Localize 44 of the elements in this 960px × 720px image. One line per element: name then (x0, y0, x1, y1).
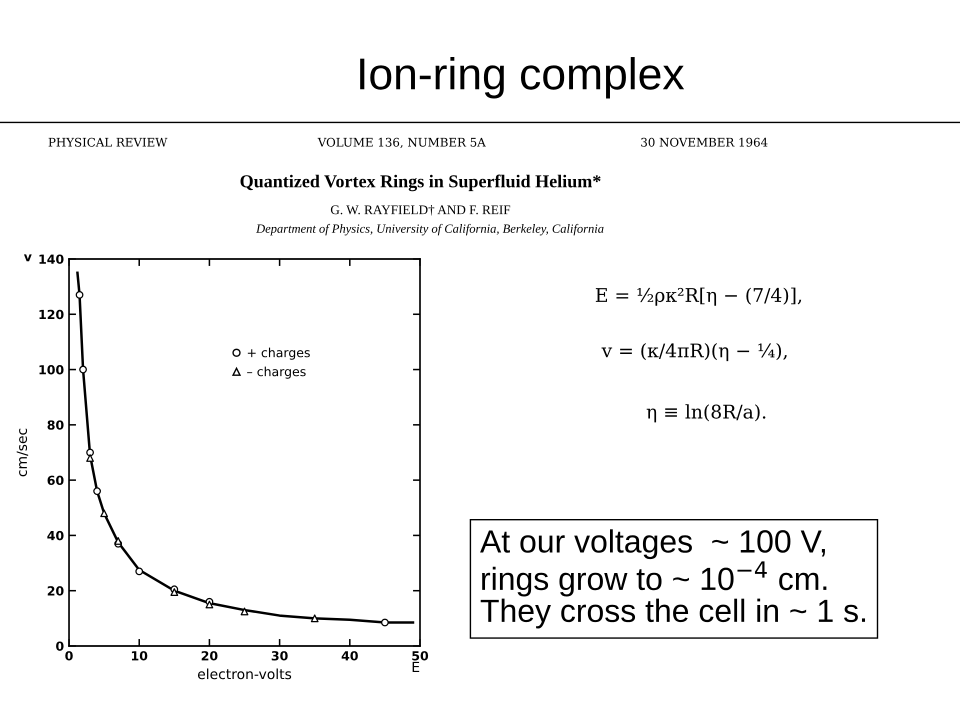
text: v (24, 254, 32, 262)
point (86, 454, 94, 462)
y-tick-label: 0 (56, 641, 64, 651)
y-tick-label: 100 (39, 365, 64, 374)
y-tick-label: 140 (39, 254, 64, 264)
text: Quantized Vortex Rings in Superfluid Helium* (240, 174, 601, 192)
point (86, 448, 94, 456)
point (206, 600, 214, 608)
legend-label: – charges (247, 366, 306, 379)
point (79, 366, 87, 374)
point (76, 291, 84, 299)
text: PHYSICAL REVIEW (48, 138, 168, 147)
text: v = (κ/4πR)(η − ¼), (602, 343, 787, 362)
x-tick-label: 0 (65, 651, 73, 661)
y-tick-label: 60 (48, 476, 64, 486)
point (240, 608, 248, 616)
x-tick-label: 20 (202, 651, 218, 661)
point (93, 487, 101, 496)
x-tick-label: 50 (412, 651, 428, 661)
text: Ion-ring complex (360, 57, 684, 98)
text: Department of Physics, University of California, Berkeley, California (256, 224, 604, 236)
legend-label: + charges (248, 348, 310, 360)
y-tick-label: 80 (48, 420, 64, 430)
x-axis-title: electron-volts (198, 668, 292, 680)
text: 30 NOVEMBER 1964 (641, 138, 768, 147)
point (310, 614, 319, 622)
y-tick-label: 120 (39, 310, 64, 320)
text: G. W. RAYFIELD† AND F. REIF (330, 204, 510, 216)
text: At our voltages ~ 100 V, rings grow to ~ 10$^{−4}$ cm. They cross the cell in ~ 1 s. (480, 529, 866, 628)
text: E = ½ρκ²R[η − (7/4)], (596, 288, 802, 306)
point (381, 618, 389, 626)
y-tick-label: 20 (48, 586, 64, 596)
text: VOLUME 136, NUMBER 5A (318, 138, 486, 148)
point (170, 588, 178, 596)
point (114, 537, 122, 545)
text: E (412, 662, 420, 672)
point (135, 567, 144, 576)
x-tick-label: 40 (342, 651, 358, 661)
text: η ≡ ln(8R/a). (646, 404, 766, 422)
x-tick-label: 30 (272, 651, 288, 661)
point (100, 509, 108, 518)
y-tick-label: 40 (47, 530, 64, 540)
y-axis-title: cm/sec (16, 428, 28, 476)
x-tick-label: 10 (132, 651, 148, 661)
